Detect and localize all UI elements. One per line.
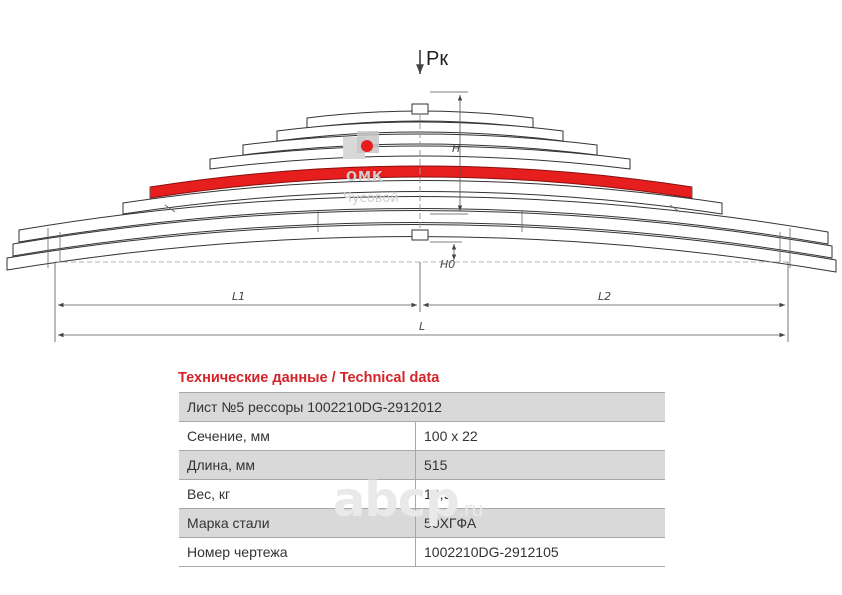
height-dimension xyxy=(430,91,468,215)
left-length-label: L1 xyxy=(232,290,245,303)
watermark: abcp.ru xyxy=(333,472,484,528)
leaf-6 xyxy=(122,180,723,215)
leaf-spring-drawing: Pк H H0 L1 L2 L ОМК Чусовой xyxy=(6,48,837,342)
table-header: Лист №5 рессоры 1002210DG-2912012 xyxy=(179,392,665,422)
technical-data-table: Лист №5 рессоры 1002210DG-2912012 Сечени… xyxy=(179,392,665,567)
table-row: Длина, мм 515 xyxy=(179,450,665,480)
offset-dimension xyxy=(430,241,462,260)
row-value: 515 xyxy=(415,450,665,480)
leaf-9 xyxy=(6,224,837,273)
offset-label: H0 xyxy=(440,258,455,271)
load-arrow: Pк xyxy=(416,48,448,74)
table-row: Вес, кг 16,9 xyxy=(179,479,665,509)
section-title: Технические данные / Technical data xyxy=(178,370,440,386)
center-bolt xyxy=(411,103,429,241)
leaf-8 xyxy=(12,210,833,259)
table-row: Номер чертежа 1002210DG-2912105 xyxy=(179,537,665,567)
row-value: 1002210DG-2912105 xyxy=(415,537,665,567)
row-label: Номер чертежа xyxy=(179,537,416,567)
table-header-row: Лист №5 рессоры 1002210DG-2912012 xyxy=(179,392,665,422)
watermark-main: abcp xyxy=(333,472,460,528)
row-label: Сечение, мм xyxy=(179,421,416,451)
table-row: Марка стали 50ХГФА xyxy=(179,508,665,538)
right-length-label: L2 xyxy=(598,290,611,303)
spring-leaves xyxy=(6,110,837,273)
leaf-7 xyxy=(18,196,829,245)
row-label: Длина, мм xyxy=(179,450,416,480)
length-dimensions xyxy=(54,262,789,342)
height-label: H xyxy=(452,142,460,155)
total-length-label: L xyxy=(419,320,425,333)
load-label: Pк xyxy=(426,48,448,70)
logo-subtext: Чусовой xyxy=(343,191,399,206)
leaf-details xyxy=(47,187,791,268)
row-value: 50ХГФА xyxy=(415,508,665,538)
row-value: 100 х 22 xyxy=(415,421,665,451)
watermark-suffix: .ru xyxy=(458,497,484,521)
table-row: Сечение, мм 100 х 22 xyxy=(179,421,665,451)
row-value: 16,9 xyxy=(415,479,665,509)
logo-text: ОМК xyxy=(346,170,384,185)
row-label: Вес, кг xyxy=(179,479,416,509)
omk-logo: ОМК Чусовой xyxy=(343,131,399,206)
row-label: Марка стали xyxy=(179,508,416,538)
